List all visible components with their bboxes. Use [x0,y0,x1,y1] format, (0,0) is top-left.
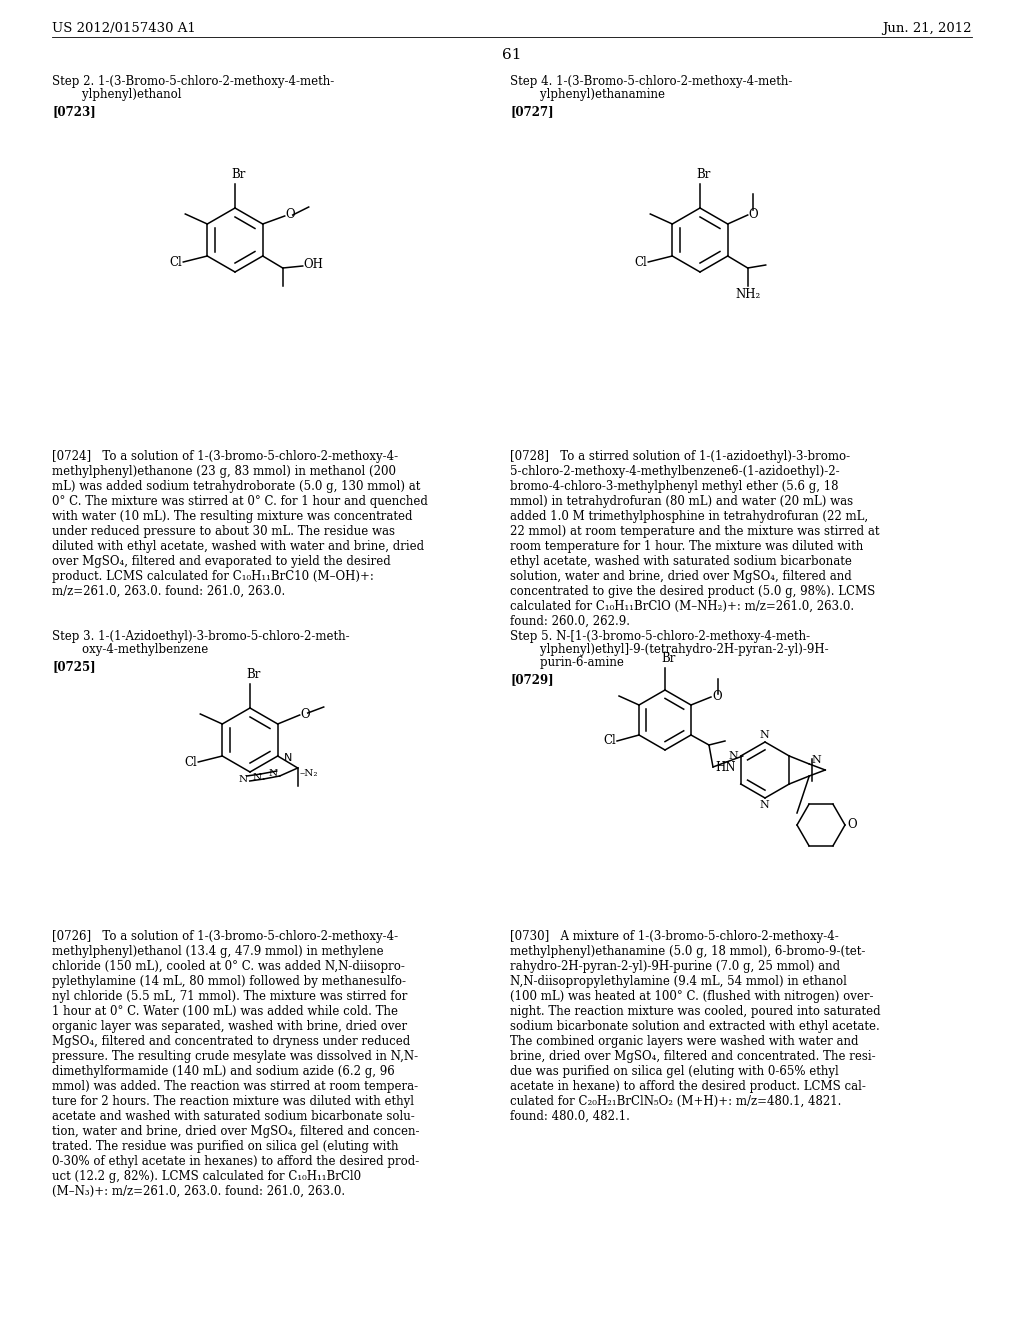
Text: Cl: Cl [184,755,198,768]
Text: [0730]   A mixture of 1-(3-bromo-5-chloro-2-methoxy-4-
methylphenyl)ethanamine (: [0730] A mixture of 1-(3-bromo-5-chloro-… [510,931,881,1123]
Text: Cl: Cl [635,256,647,268]
Text: Cl: Cl [603,734,616,747]
Text: [0726]   To a solution of 1-(3-bromo-5-chloro-2-methoxy-4-
methylphenyl)ethanol : [0726] To a solution of 1-(3-bromo-5-chl… [52,931,420,1199]
Text: –N₂: –N₂ [300,768,318,777]
Text: Cl: Cl [170,256,182,268]
Text: O: O [749,207,759,220]
Text: Br: Br [246,668,260,681]
Text: Step 5. N-[1-(3-bromo-5-chloro-2-methoxy-4-meth-: Step 5. N-[1-(3-bromo-5-chloro-2-methoxy… [510,630,810,643]
Text: [0723]: [0723] [52,106,96,117]
Text: N: N [253,772,262,781]
Text: Br: Br [696,168,711,181]
Text: N: N [728,751,737,762]
Text: N: N [268,770,278,779]
Text: Step 4. 1-(3-Bromo-5-chloro-2-methoxy-4-meth-: Step 4. 1-(3-Bromo-5-chloro-2-methoxy-4-… [510,75,793,88]
Text: [0725]: [0725] [52,660,95,673]
Text: Br: Br [231,168,246,181]
Text: ylphenyl)ethyl]-9-(tetrahydro-2H-pyran-2-yl)-9H-: ylphenyl)ethyl]-9-(tetrahydro-2H-pyran-2… [510,643,828,656]
Text: N: N [759,800,769,810]
Text: O: O [712,689,722,702]
Text: ylphenyl)ethanol: ylphenyl)ethanol [52,88,181,102]
Text: OH: OH [304,259,324,272]
Text: HN: HN [715,762,735,774]
Text: US 2012/0157430 A1: US 2012/0157430 A1 [52,22,196,36]
Text: O: O [301,708,310,721]
Text: $\mathsf{N}$: $\mathsf{N}$ [284,751,293,763]
Text: N: N [239,775,248,784]
Text: O: O [286,209,295,222]
Text: Br: Br [662,652,676,665]
Text: 61: 61 [502,48,522,62]
Text: N: N [759,730,769,741]
Text: [0728]   To a stirred solution of 1-(1-azidoethyl)-3-bromo-
5-chloro-2-methoxy-4: [0728] To a stirred solution of 1-(1-azi… [510,450,880,628]
Text: [0724]   To a solution of 1-(3-bromo-5-chloro-2-methoxy-4-
methylphenyl)ethanone: [0724] To a solution of 1-(3-bromo-5-chl… [52,450,428,598]
Text: purin-6-amine: purin-6-amine [510,656,624,669]
Text: Step 2. 1-(3-Bromo-5-chloro-2-methoxy-4-meth-: Step 2. 1-(3-Bromo-5-chloro-2-methoxy-4-… [52,75,334,88]
Text: O: O [847,818,857,832]
Text: [0727]: [0727] [510,106,554,117]
Text: Jun. 21, 2012: Jun. 21, 2012 [883,22,972,36]
Text: oxy-4-methylbenzene: oxy-4-methylbenzene [52,643,208,656]
Text: ylphenyl)ethanamine: ylphenyl)ethanamine [510,88,665,102]
Text: Step 3. 1-(1-Azidoethyl)-3-bromo-5-chloro-2-meth-: Step 3. 1-(1-Azidoethyl)-3-bromo-5-chlor… [52,630,349,643]
Text: [0729]: [0729] [510,673,554,686]
Text: NH₂: NH₂ [735,288,761,301]
Text: N: N [811,755,821,766]
